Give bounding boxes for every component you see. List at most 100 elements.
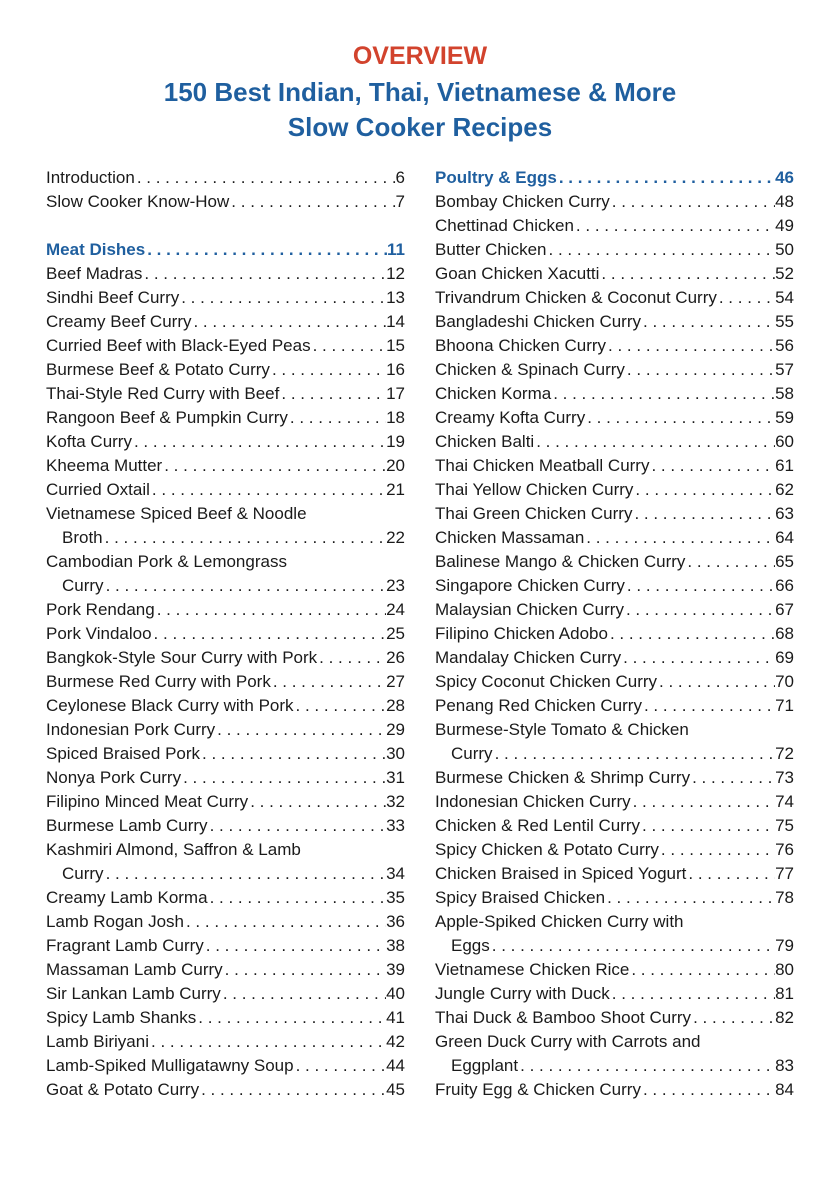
toc-entry: Indonesian Chicken Curry 74: [435, 790, 794, 814]
toc-column: Introduction 6 Slow Cooker Know-How 7 Meat D…: [46, 166, 405, 1102]
toc-entry: Balinese Mango & Chicken Curry 65: [435, 550, 794, 574]
page-number: 25: [386, 624, 405, 643]
page-number: 70: [775, 672, 794, 691]
page-number: 31: [386, 768, 405, 787]
toc-column: Poultry & Eggs 46 Bombay Chicken Curry 48 Ch…: [435, 166, 794, 1102]
dot-leader: [135, 166, 396, 190]
toc-entry: Eggs 79: [435, 934, 794, 958]
toc-entry: Filipino Minced Meat Curry 32: [46, 790, 405, 814]
dot-leader: [221, 982, 386, 1006]
dot-leader: [606, 334, 775, 358]
dot-leader: [270, 358, 386, 382]
dot-leader: [150, 478, 386, 502]
entry-title: Lamb Rogan Josh: [46, 912, 184, 931]
page-number: 56: [775, 336, 794, 355]
page-number: 29: [386, 720, 405, 739]
page-number: 75: [775, 816, 794, 835]
entry-title: Burmese Chicken & Shrimp Curry: [435, 768, 691, 787]
toc-entry: Chicken Balti 60: [435, 430, 794, 454]
page-number: 59: [775, 408, 794, 427]
entry-title: Curried Oxtail: [46, 480, 150, 499]
dot-leader: [196, 1006, 386, 1030]
page-number: 21: [386, 480, 405, 499]
page-number: 28: [386, 696, 405, 715]
entry-title: Balinese Mango & Chicken Curry: [435, 552, 686, 571]
dot-leader: [691, 1006, 775, 1030]
dot-leader: [215, 718, 386, 742]
entry-title: Vietnamese Chicken Rice: [435, 960, 630, 979]
page-number: 77: [775, 864, 794, 883]
page-number: 42: [386, 1032, 405, 1051]
dot-leader: [547, 238, 776, 262]
entry-title: Thai-Style Red Curry with Beef: [46, 384, 280, 403]
page-number: 40: [386, 984, 405, 1003]
dot-leader: [294, 1054, 386, 1078]
page-number: 41: [386, 1008, 405, 1027]
page-number: 73: [775, 768, 794, 787]
toc-entry: Burmese Beef & Potato Curry 16: [46, 358, 405, 382]
toc-entry: Beef Madras 12: [46, 262, 405, 286]
entry-title: Burmese Beef & Potato Curry: [46, 360, 270, 379]
entry-title: Bangladeshi Chicken Curry: [435, 312, 641, 331]
page-number: 58: [775, 384, 794, 403]
dot-leader: [625, 358, 775, 382]
toc-entry: Curry 34: [46, 862, 405, 886]
dot-leader: [208, 814, 387, 838]
dot-leader: [629, 958, 775, 982]
page-number: 35: [386, 888, 405, 907]
section-heading: Poultry & Eggs 46: [435, 166, 794, 190]
entry-title: Kheema Mutter: [46, 456, 163, 475]
entry-title: Thai Chicken Meatball Curry: [435, 456, 650, 475]
toc-entry: Lamb Rogan Josh 36: [46, 910, 405, 934]
toc-entry: Malaysian Chicken Curry 67: [435, 598, 794, 622]
entry-title: Thai Yellow Chicken Curry: [435, 480, 634, 499]
entry-title: Kashmiri Almond, Saffron & Lamb: [46, 840, 301, 859]
entry-title: Ceylonese Black Curry with Pork: [46, 696, 294, 715]
dot-leader: [493, 742, 776, 766]
page-number: 39: [386, 960, 405, 979]
entry-title: Thai Green Chicken Curry: [435, 504, 633, 523]
entry-title: Fragrant Lamb Curry: [46, 936, 204, 955]
entry-title: Lamb-Spiked Mulligatawny Soup: [46, 1056, 294, 1075]
page-number: 83: [775, 1056, 794, 1075]
entry-title: Burmese Red Curry with Pork: [46, 672, 271, 691]
entry-title: Goan Chicken Xacutti: [435, 264, 600, 283]
spacer: [46, 214, 405, 238]
page-number: 24: [386, 600, 405, 619]
dot-leader: [490, 934, 775, 958]
toc-entry: Burmese Chicken & Shrimp Curry 73: [435, 766, 794, 790]
page-number: 16: [386, 360, 405, 379]
page-number: 80: [775, 960, 794, 979]
entry-title: Sir Lankan Lamb Curry: [46, 984, 221, 1003]
toc-entry: Thai Duck & Bamboo Shoot Curry 82: [435, 1006, 794, 1030]
toc-entry: Creamy Beef Curry 14: [46, 310, 405, 334]
page-number: 17: [386, 384, 405, 403]
section-heading: Meat Dishes 11: [46, 238, 405, 262]
dot-leader: [279, 382, 386, 406]
toc-entry: Chicken & Red Lentil Curry 75: [435, 814, 794, 838]
entry-title: Spicy Chicken & Potato Curry: [435, 840, 659, 859]
dot-leader: [640, 814, 775, 838]
toc-entry: Butter Chicken 50: [435, 238, 794, 262]
dot-leader: [184, 910, 386, 934]
entry-title: Filipino Chicken Adobo: [435, 624, 608, 643]
entry-title: Filipino Minced Meat Curry: [46, 792, 249, 811]
page-number: 15: [386, 336, 405, 355]
toc-entry: Filipino Chicken Adobo 68: [435, 622, 794, 646]
toc-entry: Rangoon Beef & Pumpkin Curry 18: [46, 406, 405, 430]
entry-title: Chicken Balti: [435, 432, 535, 451]
entry-title: Jungle Curry with Duck: [435, 984, 610, 1003]
entry-title: Spiced Braised Pork: [46, 744, 201, 763]
entry-title: Spicy Coconut Chicken Curry: [435, 672, 658, 691]
dot-leader: [288, 406, 386, 430]
toc-entry: Apple-Spiked Chicken Curry with: [435, 910, 794, 934]
entry-title: Rangoon Beef & Pumpkin Curry: [46, 408, 288, 427]
toc-entry: Creamy Lamb Korma 35: [46, 886, 405, 910]
toc-entry: Jungle Curry with Duck 81: [435, 982, 794, 1006]
entry-title: Broth: [62, 528, 103, 547]
toc-entry: Sir Lankan Lamb Curry 40: [46, 982, 405, 1006]
page-number: 62: [775, 480, 794, 499]
toc-entry: Chicken Korma 58: [435, 382, 794, 406]
page-number: 14: [386, 312, 405, 331]
toc-entry: Lamb-Spiked Mulligatawny Soup 44: [46, 1054, 405, 1078]
